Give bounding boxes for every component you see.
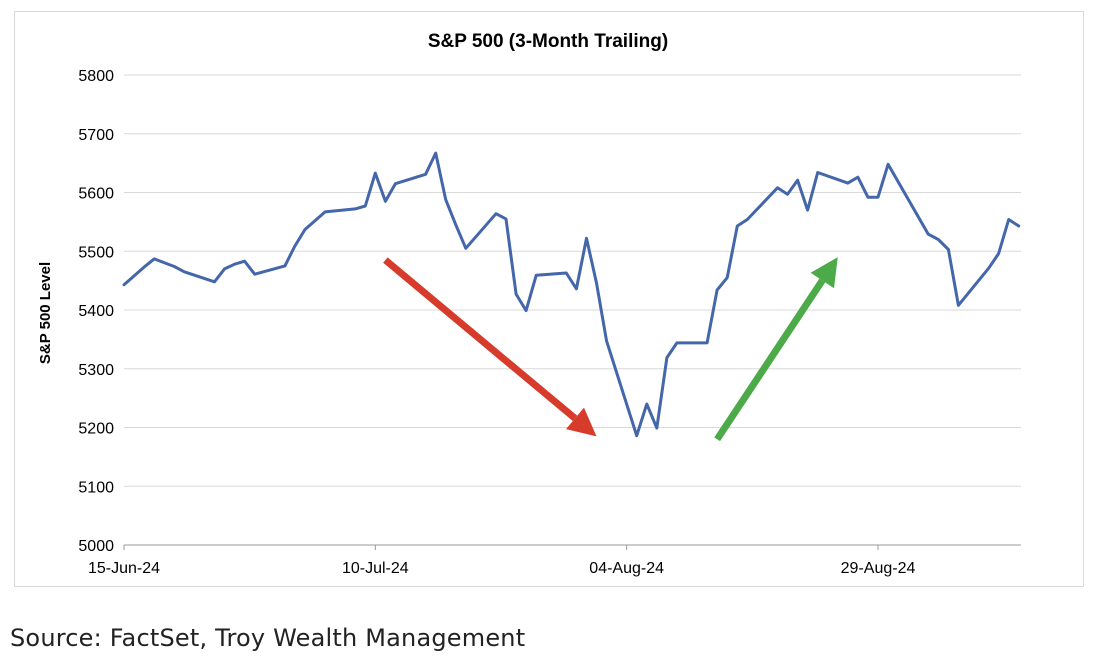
arrow-shaft-0 (383, 257, 578, 422)
arrow-head-0 (566, 407, 597, 437)
x-tick-label: 04-Aug-24 (589, 560, 664, 577)
y-tick-label: 5400 (78, 303, 114, 320)
source-note: Source: FactSet, Troy Wealth Management (10, 624, 526, 652)
x-tick-label: 29-Aug-24 (841, 560, 916, 577)
series-lines (122, 151, 1021, 438)
arrow-head-1 (810, 257, 838, 289)
y-axis-label: S&P 500 Level (37, 262, 54, 364)
y-tick-label: 5200 (78, 421, 114, 438)
x-tick-label: 10-Jul-24 (342, 560, 409, 577)
x-tick-label: 15-Jun-24 (88, 560, 160, 577)
x-tick-labels: 15-Jun-24 10-Jul-24 04-Aug-24 29-Aug-24 (88, 545, 915, 577)
y-tick-label: 5800 (78, 68, 114, 85)
y-tick-label: 5300 (78, 362, 114, 379)
y-tick-label: 5000 (78, 538, 114, 555)
y-tick-label: 5100 (78, 479, 114, 496)
y-tick-label: 5600 (78, 186, 114, 203)
y-tick-label: 5500 (78, 244, 114, 261)
chart-frame (14, 11, 1084, 587)
annotation-arrows (383, 257, 838, 442)
series-line-0 (122, 151, 1021, 438)
y-tick-labels: 5000 5100 5200 5300 5400 5500 5600 5700 5800 (78, 68, 114, 555)
arrow-shaft-1 (714, 278, 826, 442)
chart-title: S&P 500 (3-Month Trailing) (428, 31, 668, 52)
y-tick-label: 5700 (78, 127, 114, 144)
grid-lines (124, 74, 1021, 546)
